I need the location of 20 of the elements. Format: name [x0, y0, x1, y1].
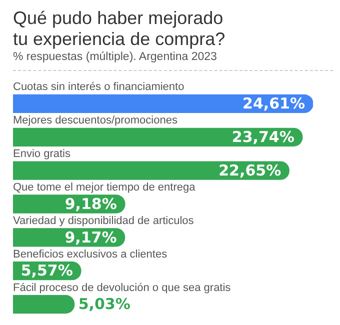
y-tick-label: Fácil proceso de devolución o que sea gratis: [13, 282, 232, 294]
data-label: 5,57%: [20, 262, 73, 280]
y-tick-label: Mejores descuentos/promociones: [13, 114, 178, 127]
data-label: 5,03%: [78, 295, 130, 314]
y-tick-label: Variedad y disponibilidad de articulos: [13, 214, 194, 227]
data-label: 24,61%: [242, 94, 305, 113]
data-label: 23,74%: [232, 128, 294, 146]
chart-subtitle: % respuestas (múltiple). Argentina 2023: [13, 51, 218, 63]
y-tick-label: Que tome el mejor tiempo de entrega: [13, 182, 196, 194]
data-label: 22,65%: [218, 161, 282, 180]
y-tick-label: Beneficios exclusivos a clientes: [13, 248, 168, 260]
y-tick-label: Envio gratis: [13, 148, 71, 160]
bar: [13, 294, 75, 314]
bar: [13, 128, 303, 146]
chart-title: Qué pudo haber mejorado tu experiencia de compra?: [13, 8, 226, 50]
y-tick-label: Cuotas sin interés o financiamiento: [13, 81, 184, 94]
data-label: 9,18%: [64, 194, 117, 213]
bar: [13, 94, 313, 114]
bar: [13, 161, 290, 180]
data-label: 9,17%: [64, 228, 117, 246]
